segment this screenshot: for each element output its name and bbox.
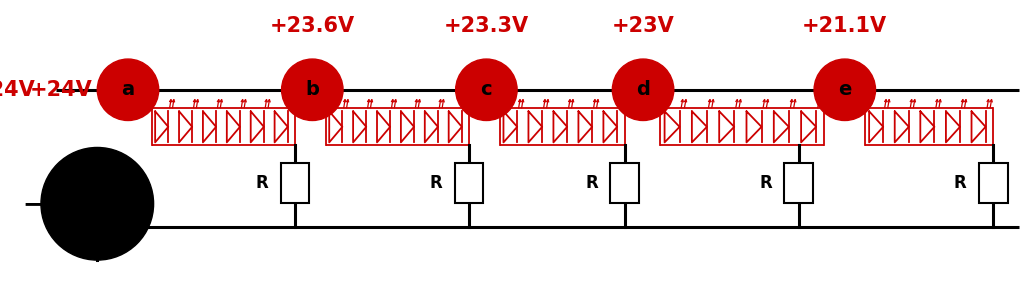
Text: +23.6V: +23.6V	[269, 16, 355, 36]
Ellipse shape	[41, 147, 154, 260]
Text: R: R	[760, 174, 772, 192]
Text: +23V: +23V	[611, 16, 675, 36]
Ellipse shape	[612, 59, 674, 121]
Bar	[979, 163, 1008, 203]
Bar	[455, 163, 483, 203]
Ellipse shape	[97, 59, 159, 121]
Text: R: R	[430, 174, 442, 192]
Bar	[610, 163, 639, 203]
Ellipse shape	[282, 59, 343, 121]
Text: +23.3V: +23.3V	[443, 16, 529, 36]
Ellipse shape	[814, 59, 876, 121]
Text: R: R	[586, 174, 598, 192]
Text: +24V: +24V	[0, 80, 36, 100]
Bar	[281, 163, 309, 203]
Text: R: R	[954, 174, 967, 192]
Text: R: R	[256, 174, 268, 192]
Text: c: c	[480, 80, 493, 99]
Text: +24V: +24V	[30, 80, 92, 100]
Text: b: b	[305, 80, 319, 99]
Ellipse shape	[456, 59, 517, 121]
Text: +21.1V: +21.1V	[802, 16, 888, 36]
Text: a: a	[122, 80, 134, 99]
Text: −: −	[22, 192, 43, 216]
Bar	[784, 163, 813, 203]
Text: e: e	[838, 80, 852, 99]
Text: d: d	[636, 80, 650, 99]
